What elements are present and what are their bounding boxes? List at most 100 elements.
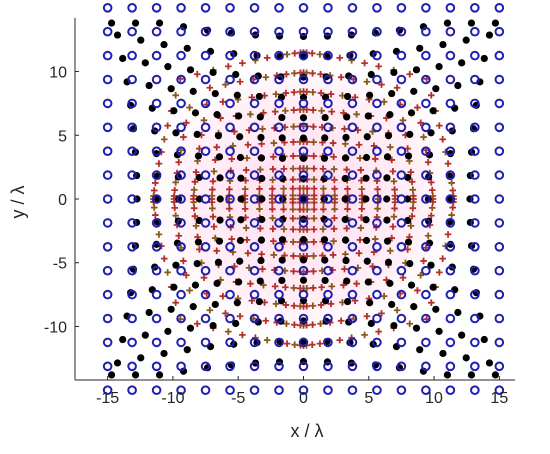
open-circle-point <box>200 194 211 204</box>
x-axis-label: x / λ <box>290 421 323 441</box>
open-circle-point <box>396 3 407 13</box>
plus-point <box>340 281 347 289</box>
open-circle-point <box>421 218 431 228</box>
open-circle-point <box>421 146 431 156</box>
filled-circle-point <box>215 237 224 245</box>
open-circle-point <box>151 265 162 276</box>
open-circle-point <box>274 74 284 85</box>
plus-point <box>388 234 396 242</box>
plus-point <box>289 192 297 199</box>
plus-point <box>361 59 368 67</box>
filled-circle-point <box>278 276 286 285</box>
filled-circle-point <box>366 91 374 99</box>
plus-point <box>241 205 249 213</box>
plus-point <box>172 212 179 219</box>
open-circle-point <box>323 74 333 85</box>
open-circle-point <box>102 242 113 252</box>
open-circle-point <box>347 218 358 228</box>
plus-point <box>371 155 379 163</box>
open-circle-point <box>470 265 480 276</box>
open-circle-point <box>323 289 333 300</box>
open-circle-point <box>127 385 137 396</box>
filled-circle-point <box>279 175 287 183</box>
open-circle-point <box>249 98 260 109</box>
plus-point <box>225 63 232 70</box>
open-circle-point <box>249 74 260 85</box>
plus-point <box>310 152 318 160</box>
open-circle-point <box>470 50 480 61</box>
plus-point <box>406 320 413 328</box>
open-circle-point <box>396 122 407 133</box>
filled-circle-point <box>257 133 265 142</box>
filled-circle-point <box>172 129 180 137</box>
open-circle-point <box>249 122 260 133</box>
filled-circle-point <box>119 335 127 344</box>
plus-point <box>444 231 452 238</box>
filled-circle-point <box>278 113 286 122</box>
open-circle-point <box>372 289 382 300</box>
filled-circle-point <box>439 349 447 358</box>
plus-point <box>330 153 337 161</box>
open-circle-point <box>151 50 162 61</box>
plus-point <box>289 152 297 160</box>
open-circle-point <box>176 218 186 228</box>
open-circle-point <box>298 50 309 61</box>
open-circle-point <box>249 3 260 13</box>
plus-point <box>343 225 350 232</box>
open-circle-point <box>200 146 211 156</box>
filled-circle-point <box>406 130 414 139</box>
filled-circle-point <box>341 174 349 183</box>
open-circle-point <box>323 122 333 133</box>
open-circle-point <box>249 313 260 324</box>
filled-circle-point <box>257 256 265 265</box>
plus-point <box>257 166 264 173</box>
open-circle-point <box>225 242 235 252</box>
plus-point <box>380 292 388 300</box>
open-circle-point <box>323 170 333 180</box>
open-circle-point <box>127 194 137 204</box>
plus-point <box>383 276 390 284</box>
filled-circle-point <box>425 151 434 159</box>
filled-circle-point <box>254 318 262 326</box>
open-circle-point <box>372 74 382 85</box>
plus-point <box>289 185 297 192</box>
filled-circle-point <box>258 195 266 203</box>
plus-point <box>290 284 298 292</box>
filled-circle-point <box>367 70 375 79</box>
plus-point <box>449 204 457 211</box>
open-circle-point <box>494 242 505 252</box>
open-circle-point <box>494 385 505 396</box>
plus-point <box>317 320 324 328</box>
open-circle-point <box>396 289 407 300</box>
open-circle-point <box>200 98 211 109</box>
open-circle-point <box>200 50 211 61</box>
open-circle-point <box>372 170 382 180</box>
filled-circle-point <box>255 92 263 101</box>
plus-point <box>160 136 168 143</box>
open-circle-point <box>225 50 235 61</box>
plus-point <box>424 158 432 166</box>
open-circle-point <box>176 146 186 156</box>
plus-point <box>336 336 344 344</box>
open-circle-point <box>421 361 431 372</box>
filled-circle-point <box>362 195 370 203</box>
plus-point <box>283 320 290 328</box>
open-circle-point <box>372 50 382 61</box>
filled-circle-point <box>321 134 329 142</box>
plus-point <box>414 287 421 294</box>
plus-point <box>390 178 398 185</box>
plus-point <box>374 205 381 212</box>
y-tick-label: 5 <box>58 128 67 145</box>
open-circle-point <box>176 50 186 61</box>
filled-circle-point <box>258 174 266 183</box>
plus-point <box>175 158 183 166</box>
plus-point <box>280 206 287 213</box>
plus-point <box>303 69 310 77</box>
open-circle-point <box>396 194 407 204</box>
plus-point <box>353 111 360 118</box>
plus-point <box>172 299 179 306</box>
open-circle-point <box>494 337 505 348</box>
filled-circle-point <box>214 258 223 266</box>
plus-point <box>160 255 168 262</box>
plus-point <box>262 73 270 81</box>
